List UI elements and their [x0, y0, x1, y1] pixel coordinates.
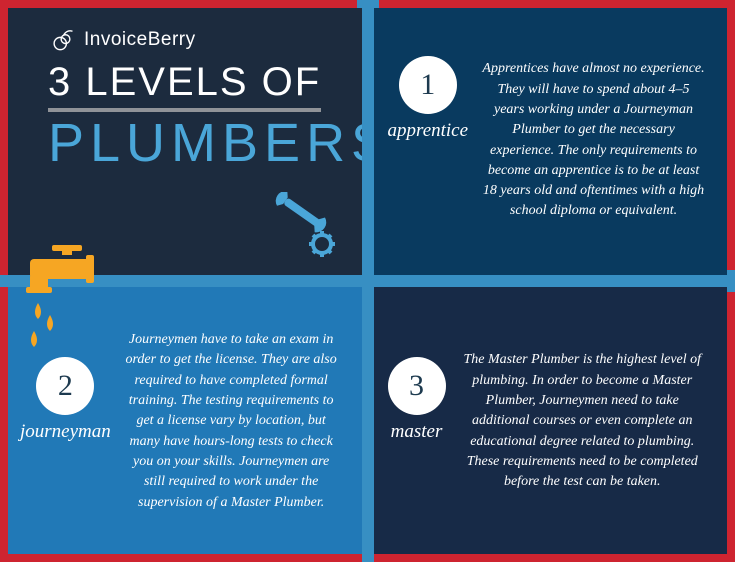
apprentice-body: Apprentices have almost no experience. T… — [482, 20, 715, 261]
master-number: 3 — [388, 357, 446, 415]
pipe-cap-right — [727, 270, 735, 292]
brand: InvoiceBerry — [48, 26, 348, 54]
title-line2: PLUMBERS — [48, 116, 348, 170]
apprentice-number: 1 — [399, 56, 457, 114]
berry-icon — [48, 26, 76, 54]
master-body: The Master Plumber is the highest level … — [460, 301, 716, 542]
apprentice-badge: 1 apprentice — [388, 20, 469, 142]
master-badge: 3 master — [388, 301, 446, 443]
apprentice-label: apprentice — [388, 120, 469, 142]
title-block: 3 LEVELS OF PLUMBERS — [48, 62, 348, 170]
master-panel: 3 master The Master Plumber is the highe… — [368, 281, 735, 562]
title-line1: 3 LEVELS OF — [48, 62, 321, 112]
title-panel: InvoiceBerry 3 LEVELS OF PLUMBERS — [0, 0, 368, 281]
apprentice-panel: 1 apprentice Apprentices have almost no … — [368, 0, 735, 281]
master-label: master — [391, 421, 443, 443]
journeyman-label: journeyman — [20, 421, 111, 443]
pipe-vertical — [362, 0, 374, 562]
journeyman-body: Journeymen have to take an exam in order… — [125, 301, 348, 542]
pipe-cap-top — [357, 0, 379, 8]
brand-name: InvoiceBerry — [84, 29, 196, 51]
tools-icon — [256, 192, 346, 267]
faucet-icon — [22, 245, 112, 370]
